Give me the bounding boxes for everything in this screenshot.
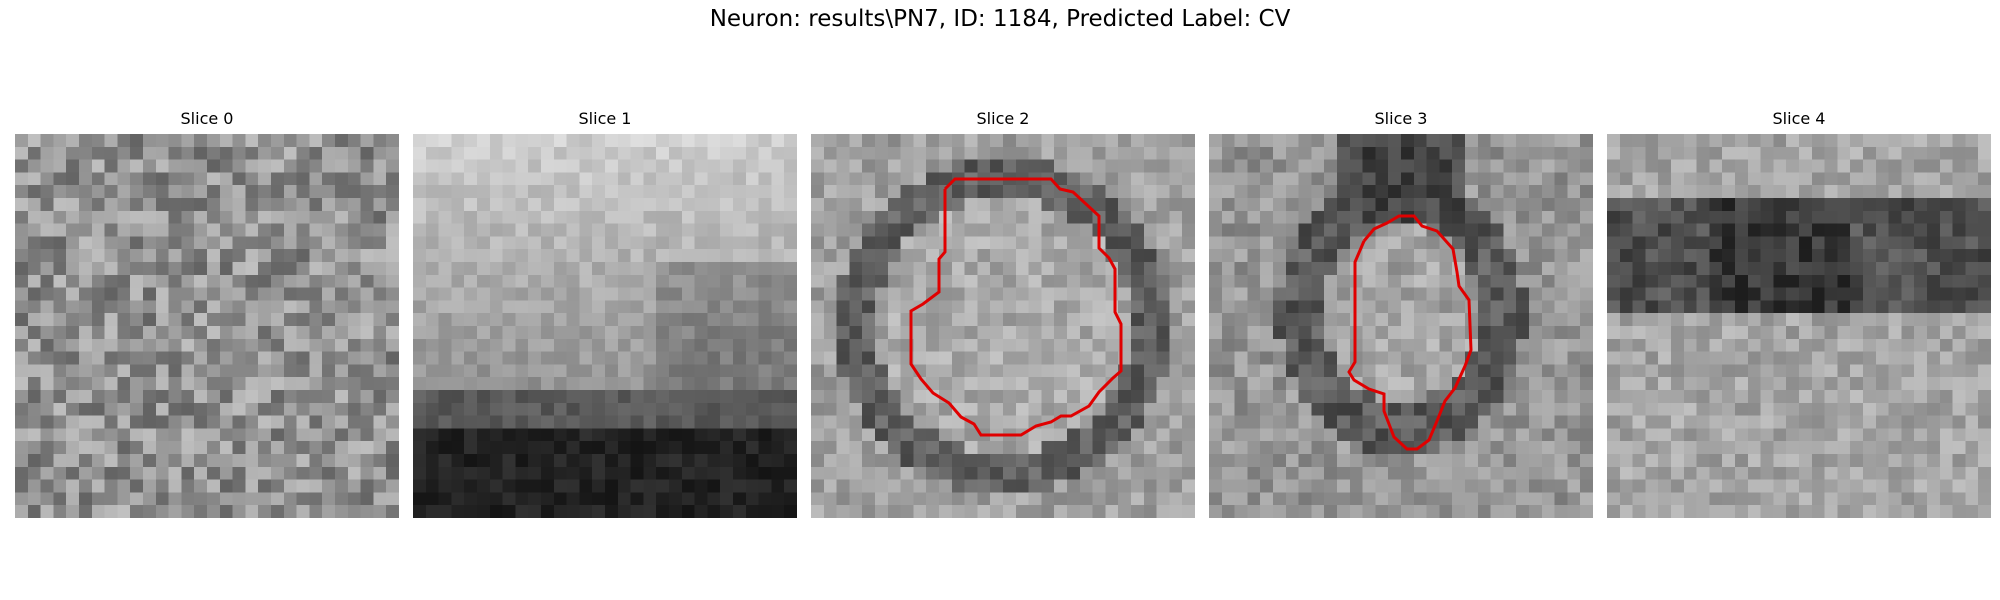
slice-panel-4: Slice 4 [1607, 108, 1991, 518]
slice-0-image [15, 134, 399, 518]
slice-title: Slice 1 [578, 109, 632, 128]
slice-1-image [413, 134, 797, 518]
slice-image [15, 134, 399, 518]
slice-2-image [811, 134, 1195, 518]
slice-panel-2: Slice 2 [811, 108, 1195, 518]
slice-2-contour [909, 177, 1123, 437]
slice-image [1607, 134, 1991, 518]
slice-image [1209, 134, 1593, 518]
slice-panel-3: Slice 3 [1209, 108, 1593, 518]
slice-title: Slice 0 [180, 109, 234, 128]
segmentation-contour [909, 177, 1123, 437]
slice-panel-1: Slice 1 [413, 108, 797, 518]
slice-title: Slice 2 [976, 109, 1030, 128]
slice-3-image [1209, 134, 1593, 518]
segmentation-contour [1347, 214, 1473, 451]
figure-title: Neuron: results\PN7, ID: 1184, Predicted… [709, 6, 1291, 32]
slice-title: Slice 4 [1772, 109, 1826, 128]
slice-image [413, 134, 797, 518]
slice-3-contour [1347, 214, 1473, 451]
slice-4-image [1607, 134, 1991, 518]
slice-panel-0: Slice 0 [15, 108, 399, 518]
slice-image [811, 134, 1195, 518]
slice-title: Slice 3 [1374, 109, 1428, 128]
